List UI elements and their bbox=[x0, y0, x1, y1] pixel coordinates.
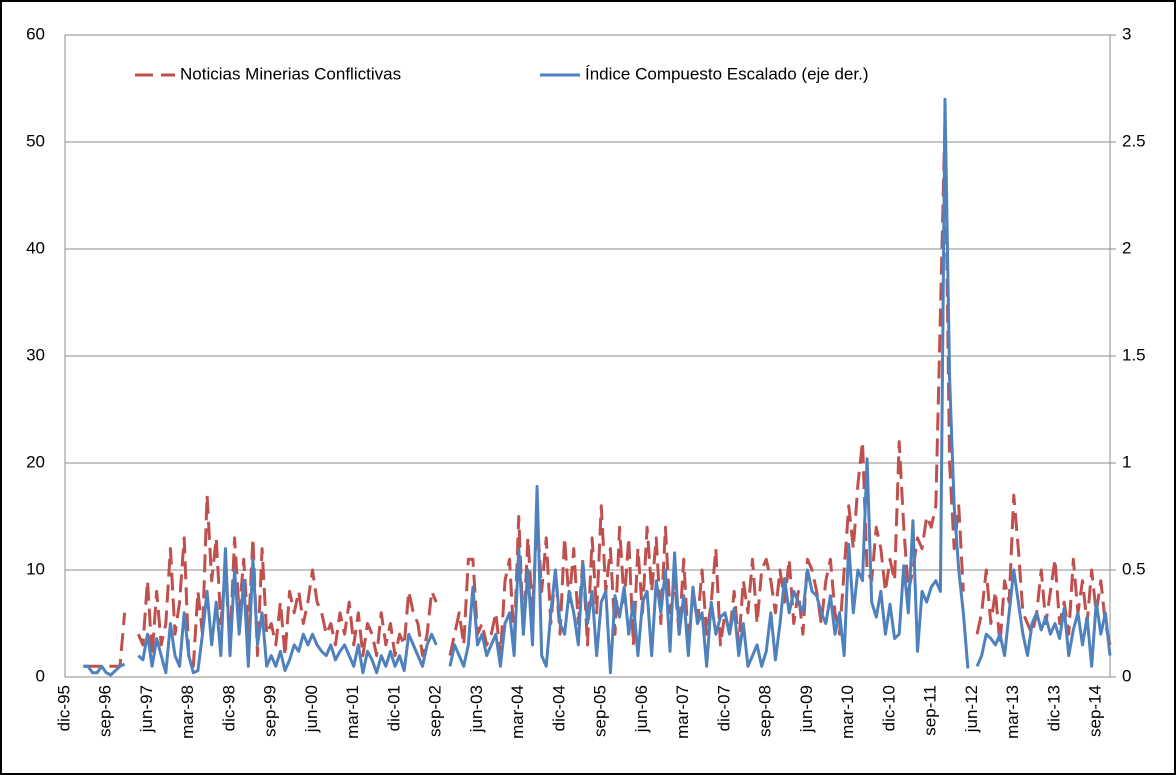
x-tick-label: sep-08 bbox=[756, 685, 775, 737]
series-line bbox=[83, 612, 127, 668]
y-tick-label: 40 bbox=[26, 238, 45, 257]
x-tick-label: mar-13 bbox=[1003, 685, 1022, 739]
y2-tick-label: 3 bbox=[1122, 24, 1131, 43]
x-tick-label: jun-06 bbox=[632, 685, 651, 733]
x-tick-label: dic-95 bbox=[54, 685, 73, 731]
series-line bbox=[83, 662, 126, 677]
x-tick-label: jun-09 bbox=[797, 685, 816, 733]
x-tick-label: sep-14 bbox=[1086, 685, 1105, 737]
y-tick-label: 60 bbox=[26, 24, 45, 43]
series-line bbox=[137, 547, 438, 675]
y-tick-label: 10 bbox=[26, 559, 45, 578]
x-tick-label: sep-96 bbox=[96, 685, 115, 737]
x-tick-label: mar-01 bbox=[343, 685, 362, 739]
series-line bbox=[136, 493, 438, 668]
x-tick-label: mar-07 bbox=[673, 685, 692, 739]
x-tick-label: sep-99 bbox=[261, 685, 280, 737]
legend-label: Noticias Minerias Conflictivas bbox=[180, 64, 401, 83]
y2-tick-label: 2.5 bbox=[1122, 131, 1146, 150]
y-tick-label: 50 bbox=[26, 131, 45, 150]
x-tick-label: dic-10 bbox=[879, 685, 898, 731]
x-tick-label: dic-13 bbox=[1044, 685, 1063, 731]
x-tick-label: jun-12 bbox=[962, 685, 981, 733]
x-tick-label: dic-01 bbox=[384, 685, 403, 731]
x-tick-label: jun-97 bbox=[137, 685, 156, 733]
x-tick-label: sep-11 bbox=[921, 685, 940, 736]
y-tick-label: 0 bbox=[36, 666, 45, 685]
series-line bbox=[448, 97, 970, 675]
x-tick-label: sep-02 bbox=[426, 685, 445, 737]
y2-tick-label: 0.5 bbox=[1122, 559, 1146, 578]
y2-tick-label: 0 bbox=[1122, 666, 1131, 685]
x-tick-label: jun-00 bbox=[302, 685, 321, 733]
x-tick-label: sep-05 bbox=[591, 685, 610, 737]
x-tick-label: mar-10 bbox=[838, 685, 857, 739]
x-tick-label: mar-04 bbox=[508, 685, 527, 739]
y2-tick-label: 1 bbox=[1122, 452, 1131, 471]
x-tick-label: jun-03 bbox=[467, 685, 486, 733]
legend-label: Índice Compuesto Escalado (eje der.) bbox=[585, 64, 869, 83]
y-tick-label: 20 bbox=[26, 452, 45, 471]
x-tick-label: mar-98 bbox=[178, 685, 197, 739]
x-tick-label: dic-07 bbox=[714, 685, 733, 731]
y2-tick-label: 2 bbox=[1122, 238, 1131, 257]
x-tick-label: dic-04 bbox=[549, 685, 568, 731]
y2-tick-label: 1.5 bbox=[1122, 345, 1146, 364]
x-tick-label: dic-98 bbox=[219, 685, 238, 731]
y-tick-label: 30 bbox=[26, 345, 45, 364]
series-line bbox=[975, 568, 1112, 668]
